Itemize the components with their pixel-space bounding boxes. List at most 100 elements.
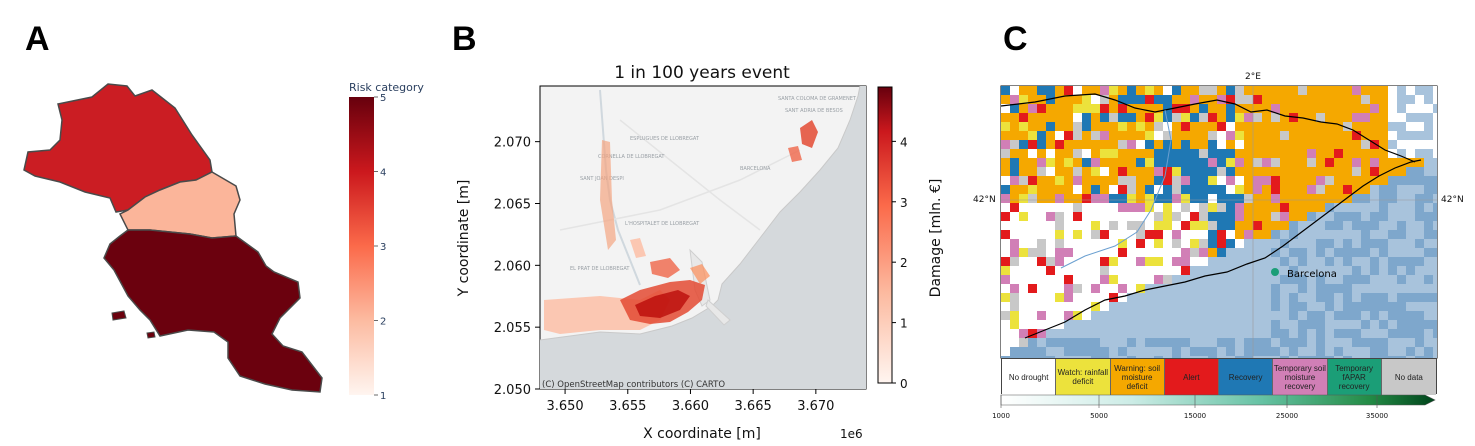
drought-cell — [1280, 284, 1289, 293]
drought-cell — [1406, 239, 1415, 248]
drought-cell — [1019, 230, 1028, 239]
drought-cell — [1082, 329, 1091, 338]
drought-cell — [1064, 140, 1073, 149]
drought-cell — [1397, 104, 1406, 113]
drought-cell — [1379, 221, 1388, 230]
drought-cell — [1091, 311, 1100, 320]
drought-cell — [1001, 311, 1010, 320]
drought-cell — [1343, 248, 1352, 257]
drought-cell — [1325, 221, 1334, 230]
drought-cell — [1028, 122, 1037, 131]
drought-cell — [1055, 275, 1064, 284]
drought-cell — [1316, 149, 1325, 158]
drought-cell — [1325, 347, 1334, 356]
drought-cell — [1334, 86, 1343, 95]
drought-cell — [1316, 284, 1325, 293]
drought-cell — [1415, 338, 1424, 347]
drought-cell — [1433, 185, 1437, 194]
drought-cell — [1334, 176, 1343, 185]
drought-cell — [1172, 230, 1181, 239]
drought-cell — [1208, 311, 1217, 320]
drought-cell — [1424, 320, 1433, 329]
drought-cell — [1172, 221, 1181, 230]
drought-cell — [1145, 266, 1154, 275]
drought-cell — [1406, 329, 1415, 338]
drought-cell — [1280, 347, 1289, 356]
drought-cell — [1271, 113, 1280, 122]
drought-cell — [1397, 356, 1406, 358]
drought-cell — [1334, 185, 1343, 194]
drought-cell — [1298, 194, 1307, 203]
drought-cell — [1154, 131, 1163, 140]
y-tick-label: 2.060 — [494, 259, 531, 274]
drought-cell — [1154, 248, 1163, 257]
drought-cell — [1082, 104, 1091, 113]
drought-cell — [1361, 284, 1370, 293]
drought-cell — [1046, 194, 1055, 203]
drought-cell — [1415, 176, 1424, 185]
drought-cell — [1208, 104, 1217, 113]
drought-cell — [1370, 104, 1379, 113]
drought-cell — [1208, 338, 1217, 347]
drought-cell — [1055, 257, 1064, 266]
drought-cell — [1307, 293, 1316, 302]
drought-cell — [1055, 176, 1064, 185]
drought-cell — [1325, 302, 1334, 311]
drought-cell — [1415, 113, 1424, 122]
drought-cell — [1091, 221, 1100, 230]
drought-cell — [1361, 275, 1370, 284]
damage-overlay — [544, 120, 818, 334]
drought-cell — [1109, 203, 1118, 212]
drought-cell — [1019, 320, 1028, 329]
drought-cell — [1244, 329, 1253, 338]
drought-cell — [1163, 176, 1172, 185]
drought-cell — [1118, 113, 1127, 122]
drought-cell — [1244, 95, 1253, 104]
drought-cell — [1226, 221, 1235, 230]
drought-cell — [1433, 212, 1437, 221]
drought-cell — [1046, 158, 1055, 167]
drought-cell — [1388, 275, 1397, 284]
drought-cell — [1046, 266, 1055, 275]
drought-cell — [1100, 140, 1109, 149]
drought-cell — [1415, 185, 1424, 194]
drought-cell — [1010, 104, 1019, 113]
drought-cell — [1046, 347, 1055, 356]
map-label: CORNELLA DE LLOBREGAT — [598, 154, 665, 160]
drought-cell — [1082, 167, 1091, 176]
drought-cell — [1262, 194, 1271, 203]
drought-cell — [1262, 212, 1271, 221]
drought-cell — [1370, 257, 1379, 266]
drought-cell — [1307, 104, 1316, 113]
drought-cell — [1334, 347, 1343, 356]
drought-cell — [1361, 167, 1370, 176]
drought-cell — [1433, 293, 1437, 302]
drought-cell — [1190, 149, 1199, 158]
drought-cell — [1100, 239, 1109, 248]
drought-cell — [1226, 284, 1235, 293]
drought-cell — [1163, 140, 1172, 149]
drought-cell — [1433, 140, 1437, 149]
drought-cell — [1046, 176, 1055, 185]
drought-cell — [1226, 338, 1235, 347]
drought-cell — [1433, 230, 1437, 239]
drought-cell — [1415, 293, 1424, 302]
drought-cell — [1010, 203, 1019, 212]
drought-cell — [1109, 347, 1118, 356]
colorbar-tick-label: 1 — [900, 317, 908, 331]
drought-cell — [1424, 158, 1433, 167]
scale-tick-label: 5000 — [1090, 412, 1108, 420]
drought-cell — [1235, 239, 1244, 248]
drought-cell — [1244, 356, 1253, 358]
drought-cell — [1001, 284, 1010, 293]
drought-cell — [1109, 320, 1118, 329]
latitude-label-left: 42°N — [973, 195, 996, 205]
drought-cell — [1019, 212, 1028, 221]
drought-cell — [1118, 95, 1127, 104]
drought-cell — [1262, 230, 1271, 239]
drought-cell — [1298, 185, 1307, 194]
drought-cell — [1253, 248, 1262, 257]
drought-cell — [1253, 302, 1262, 311]
drought-cell — [1289, 284, 1298, 293]
drought-cell — [1208, 329, 1217, 338]
